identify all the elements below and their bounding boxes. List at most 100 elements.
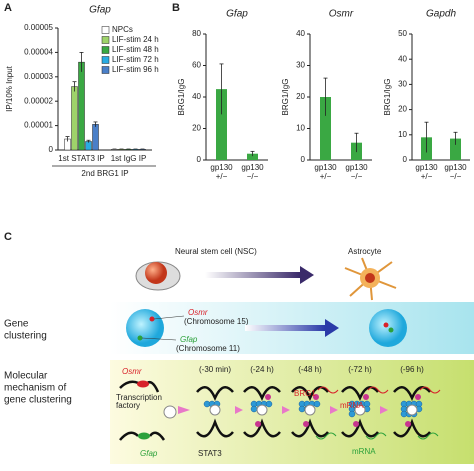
arrow bbox=[245, 325, 325, 331]
chart-title: Gfap bbox=[89, 5, 111, 16]
x-tick-label: +/− bbox=[216, 172, 228, 181]
chromatin bbox=[393, 385, 431, 402]
y-tick-label: 0 bbox=[301, 155, 306, 164]
bar bbox=[71, 86, 78, 151]
bar bbox=[247, 153, 258, 160]
label: (Chromosome 15) bbox=[184, 317, 249, 326]
gfap-locus bbox=[137, 335, 143, 341]
gene bbox=[137, 380, 149, 388]
stat3 bbox=[348, 410, 356, 418]
y-tick-label: 20 bbox=[398, 105, 407, 114]
y-tick-label: 20 bbox=[192, 124, 201, 133]
row-label: Molecular bbox=[4, 371, 48, 382]
factory bbox=[406, 404, 418, 416]
factory bbox=[163, 405, 177, 419]
brg1 bbox=[303, 421, 309, 427]
x-tick-label: −/− bbox=[450, 172, 462, 181]
mrna bbox=[417, 432, 439, 440]
row-label: Gene bbox=[4, 319, 29, 330]
x-tick-label: gp130 bbox=[345, 163, 368, 172]
panel-label: A bbox=[4, 2, 12, 14]
chromatin bbox=[291, 418, 329, 438]
y-tick-label: 0 bbox=[403, 155, 408, 164]
brg1 bbox=[415, 394, 421, 400]
chromatin bbox=[243, 418, 281, 438]
time-label: (-24 h) bbox=[250, 365, 274, 374]
gene-label: Osmr bbox=[188, 308, 208, 317]
x-tick-label: gp130 bbox=[314, 163, 337, 172]
legend-swatch bbox=[101, 46, 110, 54]
x-tick-label: gp130 bbox=[444, 163, 467, 172]
legend-label: NPCs bbox=[112, 25, 133, 34]
label: (Chromosome 11) bbox=[176, 344, 240, 353]
factory bbox=[256, 404, 268, 416]
mrna bbox=[367, 386, 389, 394]
y-tick-label: 20 bbox=[296, 92, 305, 101]
brg1 bbox=[313, 394, 319, 400]
time-label: (-30 min) bbox=[199, 365, 231, 374]
legend-label: LIF-stim 96 h bbox=[112, 65, 159, 74]
legend-swatch bbox=[101, 66, 110, 74]
chromatin bbox=[341, 418, 379, 438]
osmr-locus bbox=[149, 316, 155, 322]
time-labels: (-30 min) (-24 h) (-48 h) (-72 h) (-96 h) bbox=[199, 365, 424, 374]
legend-label: LIF-stim 72 h bbox=[112, 55, 159, 64]
label: STAT3 bbox=[198, 449, 222, 458]
row-label: gene clustering bbox=[4, 395, 72, 406]
osmr-locus bbox=[383, 322, 389, 328]
gene-label: Gfap bbox=[180, 335, 198, 344]
chart-title: Osmr bbox=[329, 9, 354, 20]
y-tick-label: 40 bbox=[398, 54, 407, 63]
x-tick-label: gp130 bbox=[241, 163, 264, 172]
chart-title: Gapdh bbox=[426, 9, 456, 20]
diagram: Neural stem cell (NSC) Astrocyte Gene cl… bbox=[4, 247, 474, 464]
chart: Gfap IP/10% Input 0 0.00001 0.00002 0.00003 0.… bbox=[5, 5, 159, 178]
panel-labels: A B C bbox=[4, 2, 180, 243]
chromatin bbox=[393, 418, 431, 438]
bar bbox=[78, 61, 85, 151]
bar bbox=[216, 89, 227, 160]
y-tick-label: 40 bbox=[192, 92, 201, 101]
factory bbox=[304, 404, 316, 416]
label: BRG1 bbox=[294, 389, 316, 398]
y-tick-label: 30 bbox=[296, 61, 305, 70]
arrow bbox=[205, 272, 300, 278]
y-tick-label: 50 bbox=[398, 29, 407, 38]
x-tick-label: gp130 bbox=[210, 163, 233, 172]
y-tick-label: 40 bbox=[296, 29, 305, 38]
legend-swatch bbox=[101, 36, 110, 44]
label: mRNA bbox=[340, 401, 364, 410]
x-tick-label: +/− bbox=[320, 172, 332, 181]
chromatin bbox=[291, 385, 329, 402]
gene-label: Osmr bbox=[122, 367, 142, 376]
chromatin bbox=[341, 385, 379, 402]
y-tick-label: 10 bbox=[296, 124, 305, 133]
factory bbox=[354, 404, 366, 416]
row-label: clustering bbox=[4, 331, 47, 342]
chart-title: Gfap bbox=[226, 9, 248, 20]
y-tick-label: 60 bbox=[192, 61, 201, 70]
time-label: (-96 h) bbox=[400, 365, 424, 374]
bar bbox=[92, 124, 99, 151]
chromatin bbox=[119, 431, 166, 441]
mrna bbox=[419, 386, 441, 394]
nucleus bbox=[145, 262, 167, 284]
y-tick-label: 0.00004 bbox=[24, 48, 53, 57]
brg1 bbox=[265, 394, 271, 400]
mrna bbox=[365, 432, 387, 440]
x-tick-label: 1st STAT3 IP bbox=[58, 154, 104, 163]
y-tick-label: 10 bbox=[398, 130, 407, 139]
y-tick-label: 0.00001 bbox=[24, 121, 53, 130]
stages bbox=[178, 385, 441, 440]
x-tick-label: −/− bbox=[247, 172, 259, 181]
bar bbox=[450, 138, 461, 160]
brg1 bbox=[363, 394, 369, 400]
chromatin bbox=[243, 385, 281, 402]
x-tick-label: gp130 bbox=[415, 163, 438, 172]
time-label: (-48 h) bbox=[298, 365, 322, 374]
stat3 bbox=[250, 405, 258, 413]
mrna bbox=[315, 432, 337, 440]
y-axis-label: BRG1/IgG bbox=[177, 79, 186, 116]
